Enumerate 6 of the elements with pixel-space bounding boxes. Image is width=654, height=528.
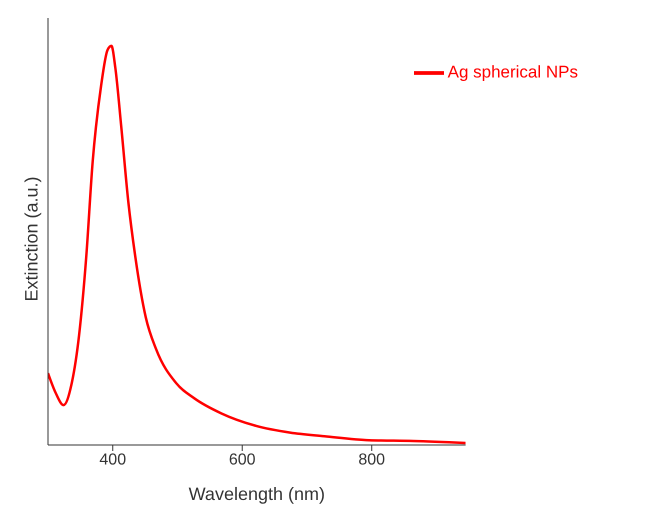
- y-axis-title: Extinction (a.u.): [21, 176, 42, 302]
- legend-label: Ag spherical NPs: [448, 62, 578, 82]
- x-tick-label: 400: [99, 451, 126, 468]
- x-tick-label: 800: [358, 451, 386, 468]
- x-tick-label: 600: [228, 451, 256, 468]
- x-axis-title: Wavelength (nm): [188, 484, 325, 504]
